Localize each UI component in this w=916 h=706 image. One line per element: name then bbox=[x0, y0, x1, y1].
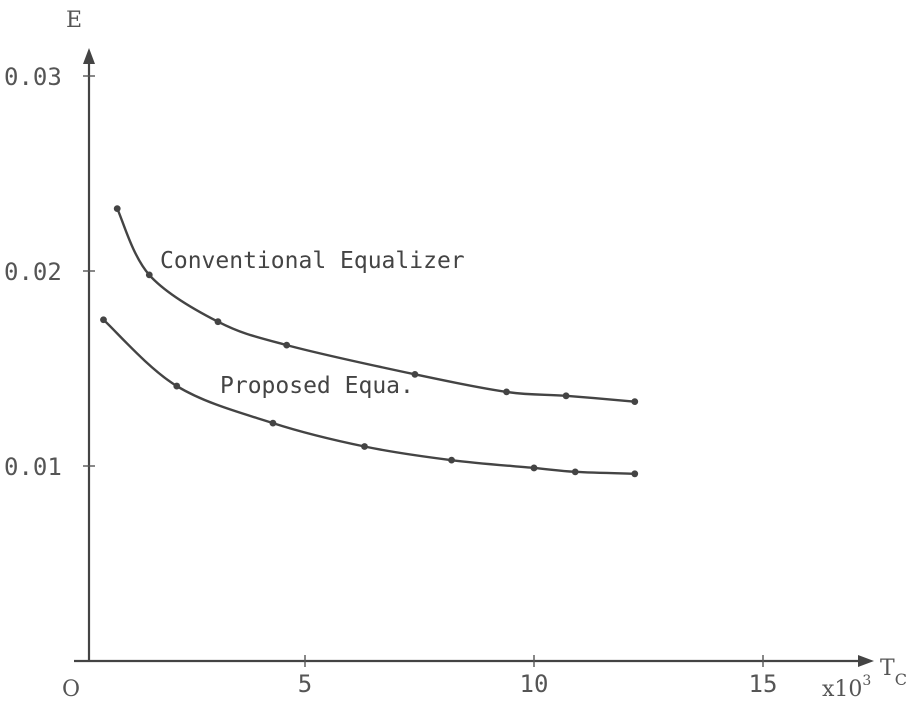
data-point-s0-2 bbox=[214, 318, 222, 326]
data-point-s0-4 bbox=[411, 370, 419, 378]
data-point-s0-1 bbox=[145, 271, 153, 279]
data-point-s1-7 bbox=[631, 470, 639, 478]
data-point-s0-0 bbox=[113, 205, 121, 213]
series-line-0 bbox=[116, 207, 636, 403]
data-point-s1-5 bbox=[530, 464, 538, 472]
x-axis-multiplier: x103 bbox=[822, 673, 871, 702]
x-axis-multiplier-base: x10 bbox=[822, 677, 862, 702]
data-point-s1-4 bbox=[448, 456, 455, 464]
data-point-s0-3 bbox=[283, 341, 291, 349]
data-point-s0-5 bbox=[503, 388, 510, 396]
x-axis-arrow-icon bbox=[858, 655, 874, 667]
data-point-s1-1 bbox=[173, 382, 181, 390]
x-tick-label: 5 bbox=[298, 670, 312, 698]
x-axis-label-main: T bbox=[880, 656, 895, 681]
x-axis-label-subscript: C bbox=[895, 670, 907, 689]
x-axis-label: TC bbox=[880, 656, 907, 689]
axes bbox=[74, 48, 874, 667]
series-line-1 bbox=[102, 318, 636, 475]
x-axis-multiplier-exponent: 3 bbox=[862, 673, 871, 689]
x-tick-label: 15 bbox=[749, 670, 778, 698]
data-point-s1-2 bbox=[269, 419, 277, 427]
x-tick-label: 10 bbox=[520, 670, 549, 698]
data-point-s0-7 bbox=[631, 398, 639, 406]
y-axis-label: E bbox=[66, 8, 82, 33]
y-tick-label: 0.03 bbox=[4, 63, 62, 91]
series-layer bbox=[100, 205, 639, 478]
series-label-proposed: Proposed Equa. bbox=[220, 373, 414, 399]
data-point-s1-3 bbox=[361, 443, 368, 450]
data-point-s1-6 bbox=[571, 468, 579, 476]
series-label-conventional: Conventional Equalizer bbox=[160, 248, 465, 274]
y-tick-label: 0.02 bbox=[4, 258, 62, 286]
origin-label: O bbox=[62, 677, 80, 702]
ticks: 5 10 15 0.01 0.02 0.03 bbox=[4, 63, 777, 698]
y-tick-label: 0.01 bbox=[4, 453, 62, 481]
data-point-s0-6 bbox=[562, 392, 570, 400]
data-point-s1-0 bbox=[100, 316, 107, 324]
y-axis-arrow-icon bbox=[83, 48, 95, 64]
